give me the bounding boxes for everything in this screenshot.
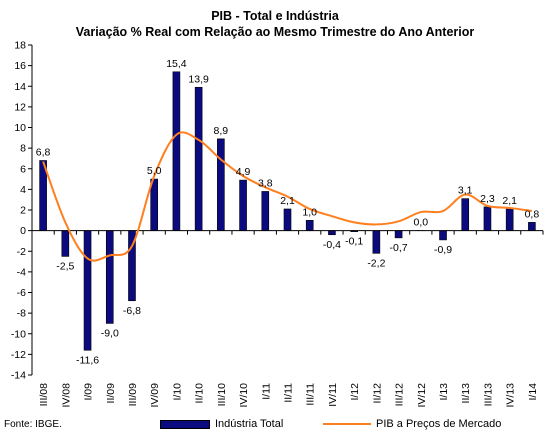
data-label: 3,1 xyxy=(458,185,473,197)
x-tick-label: III/08 xyxy=(38,383,50,407)
legend-label-pib: PIB a Preços de Mercado xyxy=(376,418,502,430)
y-tick-label: -4 xyxy=(17,266,26,278)
data-label: -11,6 xyxy=(76,354,99,366)
data-label: 2,1 xyxy=(280,195,295,207)
data-label: 1,0 xyxy=(302,206,317,218)
bar-industria xyxy=(83,230,92,351)
y-tick-label: -2 xyxy=(17,246,26,258)
legend-item-industria: Indústria Total xyxy=(160,418,283,430)
data-label: 13,9 xyxy=(188,73,209,85)
x-tick-label: IV/13 xyxy=(505,383,517,408)
x-tick-label: III/09 xyxy=(127,383,139,407)
data-label: -0,7 xyxy=(390,242,408,254)
legend-label-industria: Indústria Total xyxy=(215,418,284,430)
bar-industria xyxy=(105,230,114,324)
y-tick-label: 18 xyxy=(14,40,26,52)
x-tick-label: IV/11 xyxy=(327,383,339,407)
bar-industria xyxy=(150,178,158,231)
x-tick-label: III/10 xyxy=(216,383,228,407)
data-label: 4,9 xyxy=(236,166,251,178)
data-label: -0,9 xyxy=(434,244,452,256)
chart-subtitle: Variação % Real com Relação ao Mesmo Tri… xyxy=(75,25,475,39)
bar-industria xyxy=(372,230,381,254)
data-label: 5,0 xyxy=(147,165,162,177)
bar-industria xyxy=(505,208,514,231)
bar-industria xyxy=(194,86,203,231)
x-tick-label: I/10 xyxy=(171,383,183,401)
data-label: 2,1 xyxy=(502,195,517,207)
x-tick-label: IV/10 xyxy=(238,383,250,408)
legend-item-pib: PIB a Preços de Mercado xyxy=(323,418,501,430)
legend-swatch-bar xyxy=(160,419,210,429)
y-tick-label: 12 xyxy=(14,101,26,113)
y-tick-label: 2 xyxy=(20,205,26,217)
y-tick-label: 8 xyxy=(20,143,26,155)
x-tick-label: IV/12 xyxy=(416,383,428,408)
x-tick-label: II/11 xyxy=(283,383,295,403)
data-label: 2,3 xyxy=(480,193,495,205)
bar-industria xyxy=(528,222,536,231)
x-tick-label: II/12 xyxy=(371,383,383,404)
bar-industria xyxy=(61,230,70,257)
y-tick-label: 6 xyxy=(20,163,26,175)
x-tick-label: III/13 xyxy=(482,383,494,407)
y-tick-label: -12 xyxy=(11,349,26,361)
bar-industria xyxy=(172,71,181,231)
y-tick-label: 0 xyxy=(20,225,26,237)
bar-industria xyxy=(239,179,247,231)
y-tick-label: 10 xyxy=(14,122,26,134)
data-label: -0,4 xyxy=(323,239,341,251)
bar-industria xyxy=(483,206,492,231)
y-tick-label: -10 xyxy=(11,328,26,340)
data-label: 0,0 xyxy=(413,217,428,229)
y-tick-label: 14 xyxy=(14,81,26,93)
x-tick-label: II/10 xyxy=(194,383,206,404)
x-tick-label: II/13 xyxy=(460,383,472,404)
bar-industria xyxy=(261,191,270,231)
x-tick-label: I/11 xyxy=(260,383,272,400)
x-tick-label: I/09 xyxy=(83,383,95,401)
x-tick-label: IV/09 xyxy=(149,383,161,408)
y-tick-label: -8 xyxy=(17,308,26,320)
bar-industria xyxy=(283,208,292,231)
chart-title: PIB - Total e Indústria xyxy=(211,9,339,23)
bar-industria xyxy=(217,138,225,231)
x-tick-label: III/12 xyxy=(394,383,406,407)
bar-industria xyxy=(394,230,403,239)
bar-industria xyxy=(461,198,470,231)
bar-industria xyxy=(439,230,447,241)
y-tick-label: -14 xyxy=(11,370,26,382)
x-tick-label: I/13 xyxy=(438,383,450,401)
line-pib xyxy=(42,131,533,262)
y-tick-label: 4 xyxy=(20,184,26,196)
data-label: 6,8 xyxy=(36,147,51,159)
legend-swatch-line xyxy=(323,423,371,425)
y-tick-label: -6 xyxy=(17,287,26,299)
x-tick-label: II/09 xyxy=(105,383,117,404)
x-tick-label: IV/08 xyxy=(60,383,72,408)
data-label: 3,8 xyxy=(258,177,273,189)
x-tick-label: I/14 xyxy=(527,383,539,401)
bar-industria xyxy=(305,220,314,231)
y-tick-label: 16 xyxy=(14,60,26,72)
x-tick-label: I/12 xyxy=(349,383,361,401)
data-label: 8,9 xyxy=(214,125,229,137)
data-label: -0,1 xyxy=(345,236,363,248)
x-tick-label: III/11 xyxy=(305,383,317,406)
data-label: -2,2 xyxy=(367,257,385,269)
data-label: -9,0 xyxy=(101,327,119,339)
data-label: -6,8 xyxy=(123,305,141,317)
source-note: Fonte: IBGE. xyxy=(4,419,62,430)
data-label: 0,8 xyxy=(525,208,540,220)
data-label: -2,5 xyxy=(56,260,74,272)
data-label: 15,4 xyxy=(166,58,187,70)
bar-industria xyxy=(328,230,336,236)
